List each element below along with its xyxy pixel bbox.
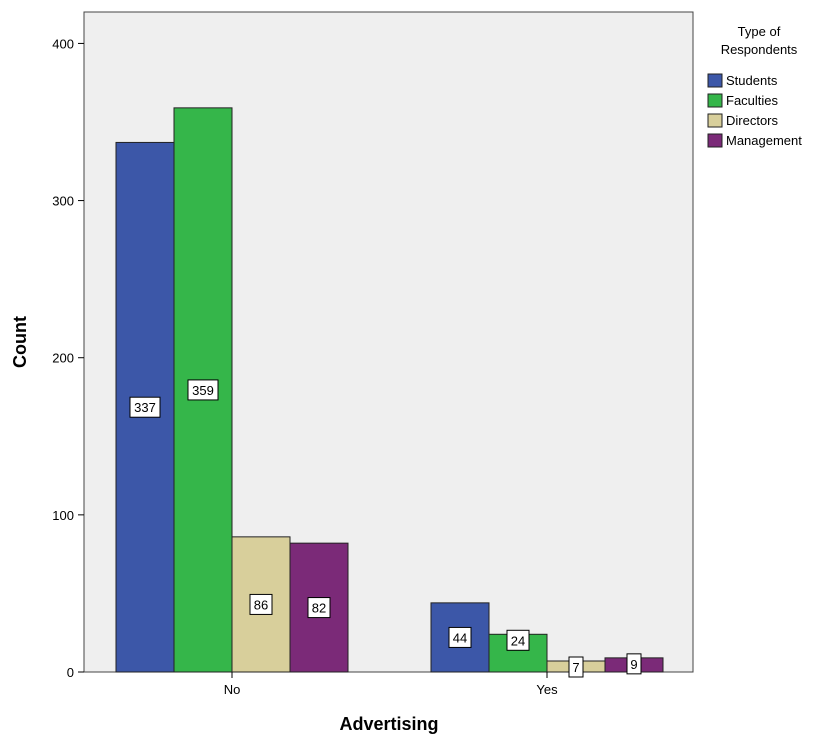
- data-label-box: [448, 626, 472, 648]
- x-axis-title: Advertising: [339, 714, 438, 734]
- data-label: 337: [134, 400, 156, 415]
- data-label-box: [249, 593, 273, 615]
- legend-title-line-1: Type of: [738, 24, 781, 39]
- data-label-box: [307, 597, 331, 619]
- legend-swatch-directors: [707, 113, 723, 128]
- y-tick-label: 400: [52, 36, 74, 51]
- y-tick-label: 100: [52, 508, 74, 523]
- data-label: 86: [254, 597, 268, 612]
- legend: Type of Respondents Students Faculties Dir…: [707, 24, 802, 148]
- data-label: 44: [453, 630, 467, 645]
- y-tick-label: 0: [67, 665, 74, 680]
- y-axis: 0 100 200 300 400: [52, 36, 84, 680]
- legend-swatch-faculties: [707, 93, 723, 108]
- legend-label-directors: Directors: [726, 113, 779, 128]
- legend-title-line-2: Respondents: [721, 42, 798, 57]
- data-label-box: [506, 629, 530, 651]
- y-tick-label: 200: [52, 351, 74, 366]
- y-axis-title: Count: [10, 316, 30, 368]
- data-label: 359: [192, 383, 214, 398]
- data-label-box: [626, 653, 642, 675]
- legend-swatch-management: [707, 133, 723, 148]
- legend-items: Students Faculties Directors Management: [707, 73, 802, 148]
- x-axis: No Yes: [224, 672, 558, 697]
- data-labels: 337 359 86 82 44 24 7 9: [129, 379, 642, 678]
- data-label: 82: [312, 601, 326, 616]
- data-label: 9: [630, 657, 637, 672]
- data-label: 24: [511, 633, 525, 648]
- legend-label-faculties: Faculties: [726, 93, 779, 108]
- data-label-box: [129, 396, 161, 418]
- legend-swatch-students: [707, 73, 723, 88]
- x-tick-label: Yes: [536, 682, 558, 697]
- data-label-box: [187, 379, 219, 401]
- x-tick-label: No: [224, 682, 241, 697]
- y-tick-label: 300: [52, 194, 74, 209]
- legend-label-students: Students: [726, 73, 778, 88]
- legend-label-management: Management: [726, 133, 802, 148]
- data-label: 7: [572, 660, 579, 675]
- data-label-box: [568, 656, 584, 678]
